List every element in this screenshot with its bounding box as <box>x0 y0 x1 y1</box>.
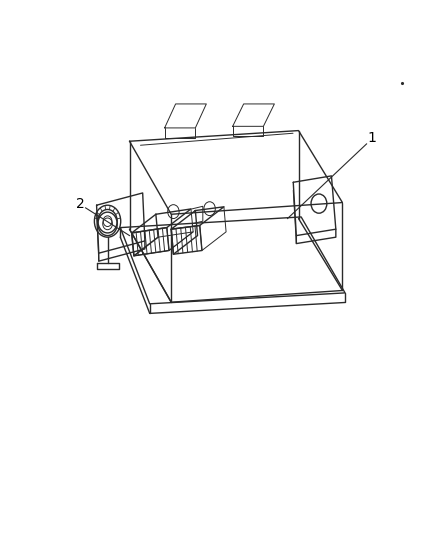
Text: 2: 2 <box>76 197 85 211</box>
Text: 1: 1 <box>367 131 375 144</box>
